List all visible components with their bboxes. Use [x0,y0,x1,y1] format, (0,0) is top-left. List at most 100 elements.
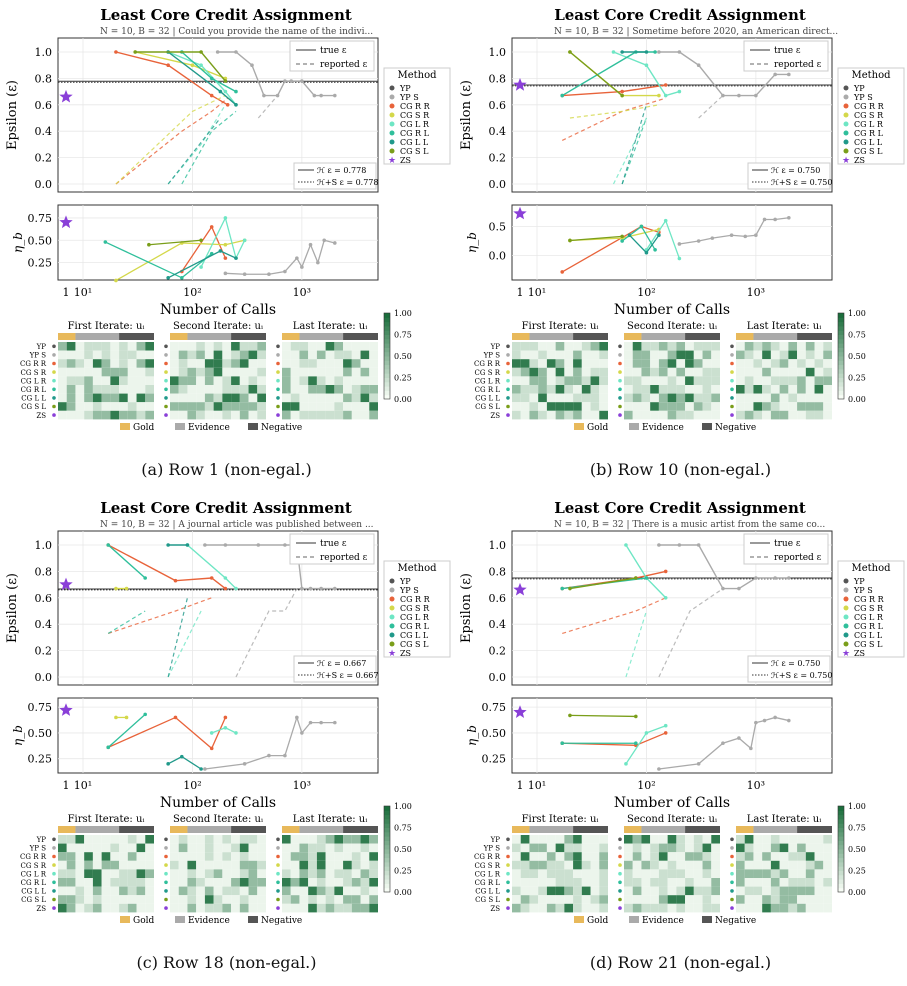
heatmap-row-label: CG L L [475,395,500,403]
heatmap-cell [599,385,608,394]
heatmap-cell [204,860,214,870]
true-eps-point-cg-s-l [634,576,638,580]
heatmap-cell [360,843,370,853]
x-axis-label: Number of Calls [614,302,730,318]
heatmap-cell [779,376,789,385]
heatmap-cell [222,342,232,351]
true-eps-point-cg-r-l [234,89,238,94]
heatmap-cell [538,903,547,913]
heatmap-cell [308,376,317,385]
eta-axes-frame [511,204,833,281]
heatmap-cell [770,402,780,411]
heatmap-cell [239,843,249,853]
heatmap-cell [101,860,111,870]
heatmap-cell [239,852,249,861]
heatmap-cell [736,869,745,878]
heatmap-cell [538,835,547,844]
heatmap-cell [351,376,361,385]
heatmap-row-label: YP S [483,845,501,853]
heatmap-cell [590,359,600,368]
heatmap-cell [343,860,352,870]
heatmap-cell [564,886,574,896]
heatmap-row-marker [276,361,280,366]
heatmap-cell [770,852,780,861]
heatmap-cell [564,376,574,385]
heatmap-cell [110,903,120,913]
eta-point-cg-s-l [199,238,203,243]
heatmap-cell [590,878,600,887]
heatmap-cell [779,843,789,853]
heatmap-cell [343,886,352,896]
heatmap-cell [693,895,703,904]
heatmap-cell [101,367,111,377]
heatmap-cell [762,878,771,887]
heatmap-cell [360,860,370,870]
heatmap-cell [145,367,154,377]
legend-method-label: YP S [853,93,873,102]
heatmap-cell [290,852,300,861]
heatmap-cell [770,359,780,368]
legend-method-label: CG L L [400,138,429,147]
heatmap-row-marker [730,854,734,859]
heatmap-cell [187,869,197,878]
heatmap-legend-label: Evidence [642,916,684,926]
legend-method-label: CG L L [854,138,883,147]
heatmap-cell [136,886,146,896]
true-eps-line-yp-s [658,544,789,590]
heatmap-cell [213,402,223,411]
heatmap-cell [529,835,539,844]
heatmap-cell [667,843,677,853]
heatmap-cell [248,376,258,385]
colorbar-segment [384,368,390,374]
heatmap-cell [257,852,266,861]
heatmap-row-marker [618,370,622,374]
heatmap-cell [805,835,815,844]
heatmap-cell [299,869,309,878]
heatmap-cell [702,869,712,878]
heatmap-cell [196,342,205,351]
heatmap-cell [788,367,798,377]
legend-method-label: YP S [399,93,419,102]
heatmap-cell [779,852,789,861]
eta-point-cg-s-r [223,242,228,247]
heatmap-cell [84,852,93,861]
heatmap-cell [170,350,179,360]
heatmap-cell [66,852,76,861]
heatmap-cell [744,342,754,351]
heatmap-cell [66,367,76,377]
heatmap-cell [334,895,344,904]
heatmap-cell [127,852,137,861]
heatmap-cell [222,835,232,844]
heatmap-cell [127,350,137,360]
heatmap-cell [239,385,249,394]
heatmap-cell [239,350,249,360]
heatmap-cell [667,342,677,351]
heatmap-cell [308,342,317,351]
heatmap-cell [299,860,309,870]
heatmap-title: Last Iterate: uᵢ [293,814,368,825]
heatmap-cell [581,385,591,394]
true-eps-point-yp-s [262,93,266,98]
heatmap-cell [736,402,745,411]
epsilon-tick-label: 0.6 [489,592,507,605]
x-tick-label: 10³ [747,286,765,299]
heatmap-row-marker [52,880,56,885]
heatmap-cell [204,869,214,878]
heatmap-cell [127,393,137,403]
x-tick-label: 10² [637,286,655,299]
heatmap-cell [555,350,565,360]
heatmap-cell [239,895,249,904]
legend-swatch-cg-r-l [843,623,849,629]
epsilon-tick-label: 0.8 [489,565,507,578]
heatmap-cell [369,878,378,887]
true-eps-point-cg-l-r [223,576,228,580]
heatmap-cell [564,393,574,403]
heatmap-cell [624,342,633,351]
colorbar-segment [384,386,390,391]
heatmap-cell [84,385,93,394]
colorbar-segment [838,373,844,378]
heatmap-cell [564,843,574,853]
true-eps-line-cg-r-l [107,544,146,579]
y-axis-label-epsilon: Epsilon (ε) [459,80,474,150]
heatmap-legend-swatch [175,423,185,430]
